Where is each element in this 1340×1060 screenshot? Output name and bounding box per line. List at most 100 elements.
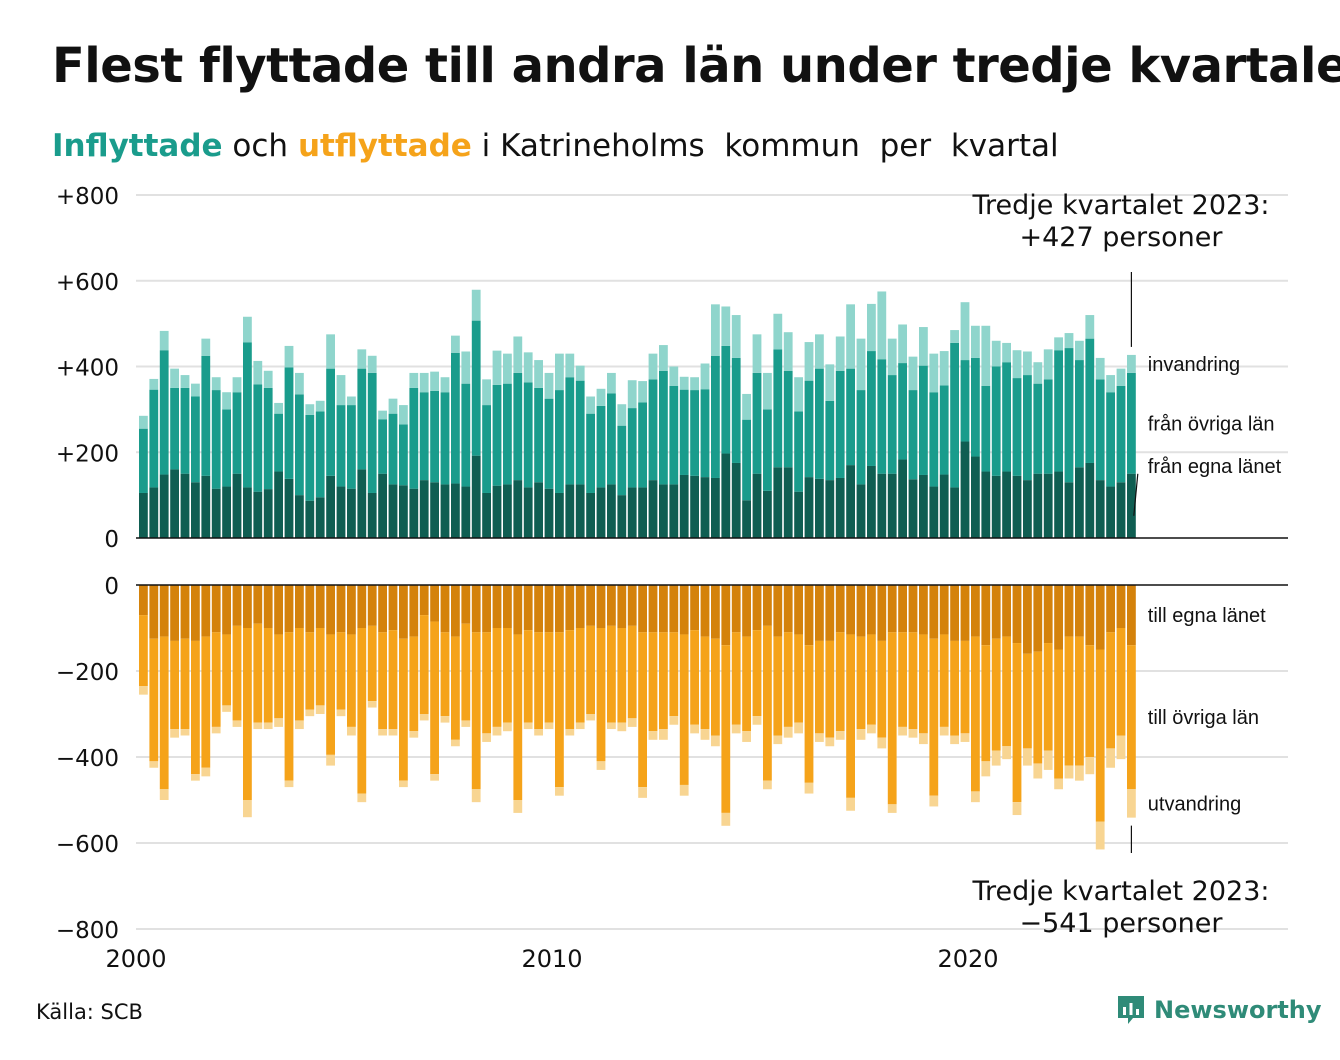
segment-label-in: invandring — [1148, 354, 1240, 376]
bar-in-segment — [180, 375, 190, 388]
bar-in-segment — [367, 372, 377, 493]
bar-out-segment — [721, 645, 731, 813]
bar-in-segment — [180, 387, 190, 474]
bar-out-segment — [492, 585, 502, 628]
bar-out-segment — [544, 632, 554, 723]
bar-out-segment — [513, 634, 523, 800]
bar-out-segment — [544, 585, 554, 633]
bar-in-segment — [825, 480, 835, 538]
bar-in-segment — [222, 409, 231, 487]
bar-in-segment — [960, 360, 970, 442]
bar-in-segment — [430, 390, 439, 483]
bar-in-segment — [971, 325, 980, 358]
bar-in-segment — [721, 453, 731, 538]
bar-in-segment — [243, 342, 252, 488]
x-axis-labels: 2000 2010 2020 — [105, 945, 998, 973]
bar-in-segment — [690, 377, 699, 391]
bar-out-segment — [1127, 585, 1136, 646]
bar-out-segment — [825, 640, 835, 738]
bar-in-segment — [867, 465, 876, 538]
bar-out-segment — [451, 739, 460, 747]
bar-out-segment — [877, 737, 887, 749]
bar-in-segment — [898, 363, 907, 460]
bar-out-segment — [1106, 632, 1115, 749]
bar-out-segment — [1116, 628, 1126, 736]
bar-in-segment — [648, 353, 658, 380]
bar-in-segment — [503, 484, 512, 538]
bar-out-segment — [1085, 585, 1095, 646]
annotation-out-line2: −541 personer — [1019, 908, 1223, 939]
bar-in-segment — [575, 365, 585, 381]
segment-label-out: utvandring — [1148, 793, 1241, 815]
bar-in-segment — [960, 441, 970, 538]
bar-in-segment — [139, 428, 148, 493]
bar-out-segment — [783, 585, 793, 633]
bar-in-segment — [950, 487, 959, 538]
bar-out-segment — [274, 585, 283, 635]
bar-out-segment — [388, 630, 398, 730]
bar-out-segment — [575, 722, 585, 730]
bar-in-segment — [170, 469, 179, 538]
bar-out-segment — [253, 623, 263, 723]
logo-text: Newsworthy — [1154, 996, 1322, 1024]
bar-in-segment — [648, 480, 658, 538]
bar-out-segment — [617, 585, 627, 628]
bar-out-segment — [347, 585, 356, 635]
bar-in-segment — [804, 477, 814, 538]
bar-out-segment — [1085, 757, 1095, 775]
bar-in-segment — [471, 320, 481, 456]
bar-in-segment — [908, 390, 918, 480]
bar-out-segment — [471, 632, 481, 790]
bar-out-segment — [1075, 636, 1084, 766]
bar-in-segment — [336, 486, 346, 538]
bar-out-segment — [1002, 746, 1011, 760]
chart-subtitle: Inflyttade och utflyttade i Katrineholms… — [52, 128, 1059, 164]
bar-in-segment — [232, 377, 242, 393]
bar-out-segment — [430, 585, 439, 622]
bar-in-segment — [596, 487, 606, 538]
bar-out-segment — [971, 791, 980, 803]
bar-in-segment — [981, 471, 991, 538]
bar-out-segment — [399, 585, 408, 639]
bar-in-segment — [232, 392, 242, 474]
bar-out-segment — [815, 640, 824, 734]
bar-in-segment — [191, 383, 200, 397]
bar-out-segment — [1116, 735, 1126, 760]
bar-in-segment — [503, 383, 512, 485]
bar-out-segment — [815, 585, 824, 641]
bar-in-segment — [1043, 379, 1053, 474]
bar-out-segment — [669, 632, 679, 717]
bar-out-segment — [440, 632, 450, 717]
bar-out-segment — [471, 585, 481, 633]
bar-in-segment — [939, 474, 949, 539]
bar-in-segment — [794, 377, 803, 412]
bar-out-segment — [648, 585, 658, 633]
bar-in-segment — [180, 473, 190, 538]
bar-in-segment — [596, 388, 606, 406]
bar-out-segment — [336, 585, 346, 633]
bar-in-segment — [752, 473, 762, 538]
bar-in-segment — [815, 368, 824, 479]
bar-in-segment — [971, 456, 980, 538]
bar-in-segment — [815, 334, 824, 369]
bar-out-segment — [617, 722, 627, 732]
bar-in-segment — [211, 488, 221, 538]
bar-out-segment — [326, 585, 335, 635]
bar-in-segment — [794, 491, 803, 538]
bar-out-segment — [763, 585, 772, 626]
bar-out-segment — [679, 784, 689, 796]
annotations: invandring från övriga län från egna länet… — [972, 190, 1282, 939]
bar-out-segment — [399, 780, 408, 788]
y-axis-labels: +800 +600 +400 +200 0 0 −200 −400 −600 −800 — [56, 184, 119, 944]
bar-in-segment — [482, 492, 491, 538]
bar-out-segment — [523, 585, 533, 631]
bar-out-segment — [898, 585, 907, 633]
bar-in-segment — [326, 475, 335, 538]
bar-out-segment — [461, 623, 471, 721]
bar-out-segment — [721, 585, 731, 646]
bar-out-segment — [898, 726, 907, 736]
bar-out-segment — [326, 634, 335, 755]
bar-in-segment — [679, 474, 689, 538]
bar-out-segment — [555, 632, 564, 788]
bar-in-segment — [586, 492, 595, 538]
